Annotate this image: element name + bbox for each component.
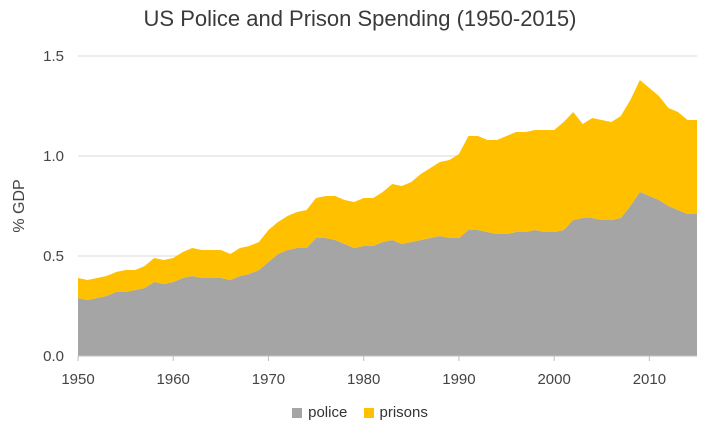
area-prisons bbox=[78, 80, 697, 300]
x-tick-label: 1990 bbox=[442, 371, 475, 388]
x-tick-label: 1980 bbox=[347, 371, 380, 388]
x-axis: 1950 1960 1970 1980 1990 2000 2010 bbox=[61, 355, 697, 388]
legend-swatch-police bbox=[292, 407, 303, 418]
legend: police prisons bbox=[0, 404, 720, 422]
area-series bbox=[78, 80, 697, 356]
legend-label-police: police bbox=[308, 404, 348, 421]
x-tick-label: 1960 bbox=[157, 371, 190, 388]
legend-swatch-prisons bbox=[363, 407, 374, 418]
x-tick-label: 1950 bbox=[61, 371, 94, 388]
y-tick-label: 1.5 bbox=[43, 48, 64, 65]
area-police bbox=[78, 192, 697, 356]
y-tick-label: 0.5 bbox=[43, 248, 64, 265]
x-tick-label: 2010 bbox=[633, 371, 666, 388]
legend-item-prisons: prisons bbox=[363, 404, 428, 421]
legend-item-police: police bbox=[292, 404, 347, 421]
y-axis-label: % GDP bbox=[11, 179, 28, 232]
x-tick-label: 1970 bbox=[252, 371, 285, 388]
y-tick-label: 1.0 bbox=[43, 148, 64, 165]
legend-label-prisons: prisons bbox=[379, 404, 428, 421]
y-tick-label: 0.0 bbox=[43, 348, 64, 365]
y-axis: 0.0 0.5 1.0 1.5 bbox=[43, 48, 64, 365]
chart-title: US Police and Prison Spending (1950-2015… bbox=[143, 6, 577, 31]
x-tick-label: 2000 bbox=[537, 371, 570, 388]
